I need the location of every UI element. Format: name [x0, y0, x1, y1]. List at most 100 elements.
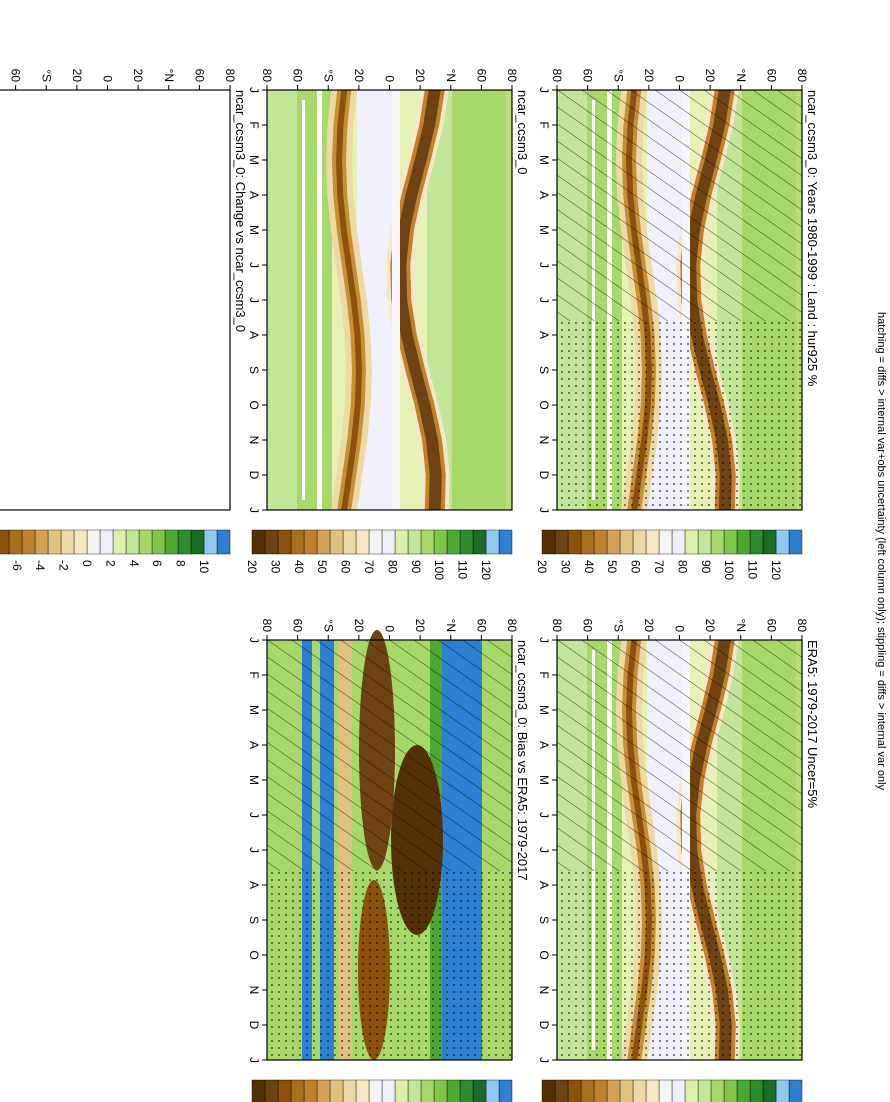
colorbar-label: 110 [456, 560, 470, 579]
colorbar-swatch [60, 529, 75, 555]
colorbar-swatch [381, 529, 396, 555]
colorbar-swatch [684, 529, 699, 555]
colorbar-label: 8 [174, 560, 188, 567]
x-axis: J F M A M J J A S O N D J [247, 637, 267, 1063]
colorbar-swatch [567, 1079, 582, 1102]
contour-north-core [394, 90, 442, 510]
heatmap-area [557, 640, 802, 1060]
colorbar-swatch [775, 529, 790, 555]
colorbar-swatch [329, 1079, 344, 1102]
panel-title: ERA5: 1979-2017 Uncer=5% [805, 640, 820, 808]
y-tick-label: °S [321, 69, 335, 82]
panel-title: ncar_ccsm3_0: Bias vs ERA5: 1979-2017 [515, 640, 530, 881]
colorbar-swatch [151, 529, 166, 555]
colorbar-label: -4 [33, 560, 47, 571]
colorbar-swatch [710, 1079, 725, 1102]
x-tick-label: J [537, 507, 551, 513]
y-tick-label: 80 [550, 69, 564, 83]
y-tick-label: °N [734, 619, 748, 632]
x-tick-label: J [537, 847, 551, 853]
colorbar-swatch [446, 529, 461, 555]
x-tick-label: S [537, 366, 551, 374]
y-tick-label: 20 [70, 69, 84, 83]
y-tick-label: 80 [260, 619, 274, 633]
y-axis: 80 60 °N 20 0 20 °S 60 80 [550, 619, 809, 640]
x-tick-label: J [537, 262, 551, 268]
colorbar-label: 120 [769, 560, 783, 580]
y-tick-label: 0 [383, 625, 397, 632]
colorbar-label: 10 [197, 560, 211, 574]
x-tick-label: O [537, 950, 551, 959]
colorbar-swatch [407, 529, 422, 555]
y-tick-label: 60 [764, 619, 778, 633]
panel-title: ncar_ccsm3_0: Change vs ncar_ccsm3_0 [233, 90, 248, 332]
plot-frame [556, 89, 803, 511]
colorbar-swatch [472, 529, 487, 555]
y-tick-label: °S [39, 69, 53, 82]
x-tick-label: N [247, 436, 261, 445]
colorbar-swatch [580, 529, 595, 555]
polar-north [506, 90, 512, 510]
colorbar-swatch [459, 1079, 474, 1102]
x-tick-label: F [537, 671, 551, 678]
colorbar-label: 100 [432, 560, 446, 580]
colorbar-swatch [277, 529, 292, 555]
colorbar-swatch [47, 529, 62, 555]
y-tick-label: 20 [352, 69, 366, 83]
colorbar-swatch [684, 1079, 699, 1102]
x-tick-label: A [247, 331, 261, 339]
y-tick-label: 60 [581, 69, 595, 83]
polar-strip [302, 100, 305, 500]
colorbar-swatch [99, 529, 114, 555]
panel-title: ncar_ccsm3_0 [515, 90, 530, 175]
colorbar-swatch [645, 1079, 660, 1102]
colorbar-swatch [619, 1079, 634, 1102]
colorbar-swatch [21, 529, 36, 555]
stippling [557, 871, 802, 1060]
colorbar-swatch [697, 529, 712, 555]
colorbar-swatch [645, 529, 660, 555]
x-tick-label: O [247, 400, 261, 409]
colorbar-swatch [775, 1079, 790, 1102]
y-tick-label: 60 [764, 69, 778, 83]
x-tick-label: A [537, 191, 551, 199]
y-tick-label: 20 [413, 619, 427, 633]
colorbar-swatch [368, 1079, 383, 1102]
x-tick-label: J [537, 812, 551, 818]
contour-south-core [336, 90, 362, 510]
colorbar-swatch [216, 529, 231, 555]
colorbar-swatch [303, 1079, 318, 1102]
colorbar-swatch [355, 1079, 370, 1102]
x-tick-label: S [537, 916, 551, 924]
y-tick-label: 80 [505, 69, 519, 83]
colorbar-swatch [723, 1079, 738, 1102]
colorbar-swatch [86, 529, 101, 555]
y-tick-label: 0 [383, 75, 397, 82]
colorbar-swatch [498, 1079, 513, 1102]
colorbar-label: 20 [535, 560, 549, 574]
colorbar-label: -2 [57, 560, 71, 571]
colorbar-label: 40 [292, 560, 306, 574]
plot-frame [266, 89, 513, 511]
x-tick-label: J [247, 812, 261, 818]
x-tick-label: A [247, 881, 261, 889]
x-tick-label: J [247, 507, 261, 513]
stippling [267, 871, 512, 1060]
colorbar-swatch [749, 529, 764, 555]
colorbar-swatch [632, 529, 647, 555]
colorbar-swatch [34, 529, 49, 555]
colorbar-swatch [112, 529, 127, 555]
colorbar-swatch [277, 1079, 292, 1102]
polar-strip [317, 90, 322, 510]
stippling [557, 321, 802, 510]
y-tick-label: 0 [101, 75, 115, 82]
y-tick-label: 80 [795, 619, 809, 633]
x-axis: J F M A M J J A S O N D J [247, 87, 267, 513]
y-axis: 80 60 °N 20 0 20 °S 60 80 [260, 619, 519, 640]
plot-frame [556, 639, 803, 1061]
band [267, 90, 297, 510]
colorbar-swatch [697, 1079, 712, 1102]
y-tick-label: 20 [642, 619, 656, 633]
